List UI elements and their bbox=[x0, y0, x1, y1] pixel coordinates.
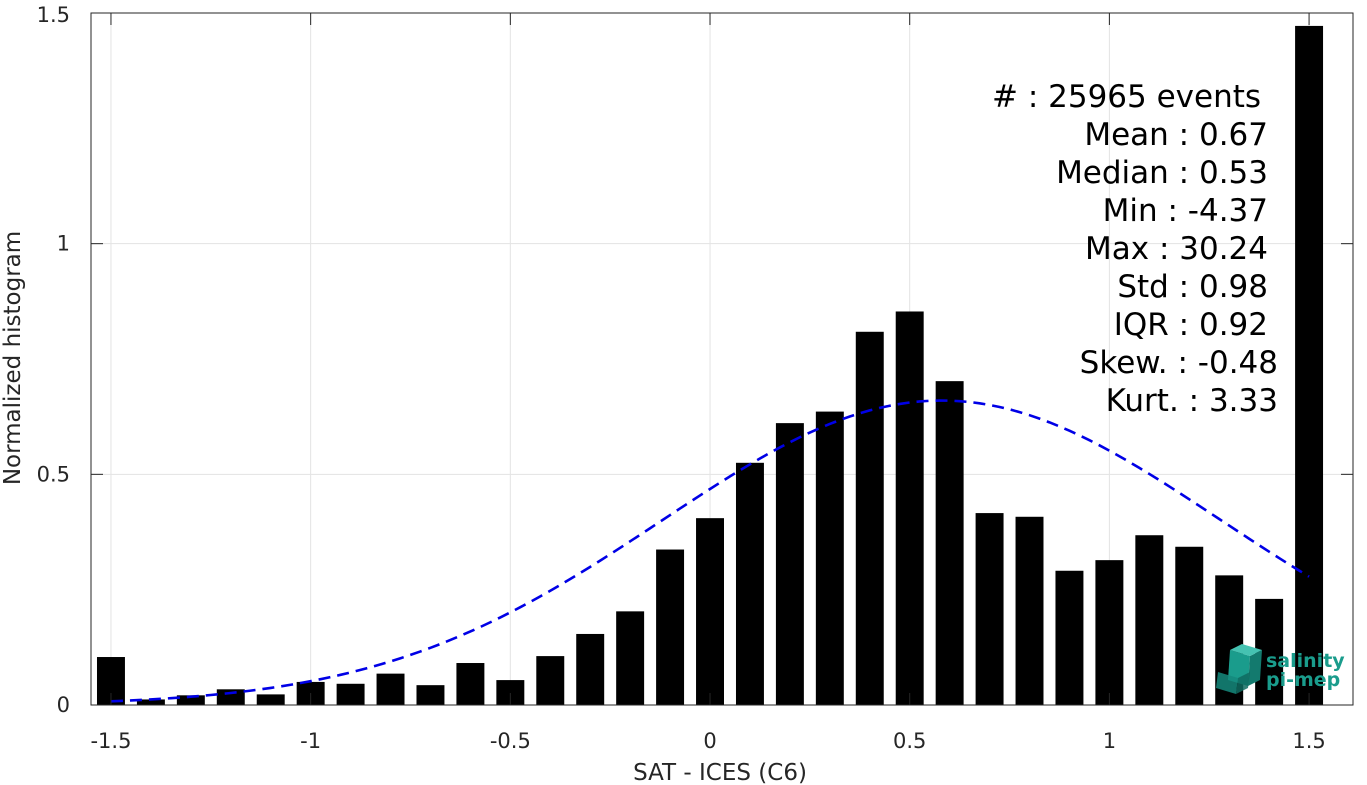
histogram-bar bbox=[815, 411, 844, 705]
x-axis-title: SAT - ICES (C6) bbox=[633, 760, 807, 785]
logo-text-salinity: salinity bbox=[1266, 650, 1345, 672]
histogram-bar bbox=[1175, 546, 1204, 705]
logo-text-pimep: pi-mep bbox=[1266, 669, 1340, 691]
histogram-bar bbox=[336, 683, 365, 705]
histogram-bar bbox=[1135, 535, 1164, 705]
stat-max: Max : 30.24 bbox=[1085, 231, 1268, 267]
tick-labels: -1.5 -1 -0.5 0 0.5 1 1.5 0 0.5 1 1.5 bbox=[37, 3, 1326, 753]
histogram-bar bbox=[536, 656, 565, 705]
normal-fit-curve bbox=[110, 399, 1310, 703]
plot-axes bbox=[90, 12, 1354, 706]
stat-iqr: IQR : 0.92 bbox=[1114, 307, 1268, 343]
histogram-bar bbox=[1015, 516, 1044, 705]
histogram-bar bbox=[696, 518, 724, 705]
stat-mean: Mean : 0.67 bbox=[1084, 117, 1268, 153]
histogram-bar bbox=[576, 633, 605, 705]
plot-frame bbox=[90, 12, 1354, 706]
stat-median: Median : 0.53 bbox=[1056, 155, 1268, 191]
x-tick-label: 0.5 bbox=[893, 729, 926, 753]
histogram-bar bbox=[416, 685, 445, 705]
histogram-bar bbox=[975, 513, 1004, 705]
x-tick-label: 0 bbox=[703, 729, 716, 753]
y-tick-label: 1.5 bbox=[37, 3, 70, 27]
histogram-bar bbox=[656, 549, 685, 705]
histogram-bar bbox=[256, 694, 285, 705]
histogram-bar bbox=[775, 423, 804, 705]
stat-min: Min : -4.37 bbox=[1103, 193, 1268, 229]
histogram-bar bbox=[935, 381, 964, 705]
stat-std: Std : 0.98 bbox=[1117, 269, 1268, 305]
histogram-bar bbox=[616, 611, 645, 705]
stat-skew: Skew. : -0.48 bbox=[1080, 345, 1278, 381]
histogram-bar bbox=[855, 331, 884, 705]
x-tick-label: -0.5 bbox=[490, 729, 531, 753]
x-tick-label: 1.5 bbox=[1292, 729, 1325, 753]
stat-kurt: Kurt. : 3.33 bbox=[1106, 383, 1278, 419]
histogram-bar bbox=[136, 699, 165, 705]
y-tick-label: 1 bbox=[57, 232, 70, 256]
y-tick-label: 0 bbox=[57, 693, 70, 717]
histogram-bar bbox=[376, 673, 405, 705]
stats-box: # : 25965 events Mean : 0.67 Median : 0.… bbox=[992, 79, 1278, 419]
histogram-bar bbox=[456, 663, 485, 705]
histogram-bar bbox=[176, 695, 205, 705]
salinity-pimep-logo: salinity pi-mep bbox=[1216, 644, 1345, 694]
histogram-bar bbox=[1055, 570, 1084, 705]
histogram-bar bbox=[895, 311, 924, 705]
y-tick-label: 0.5 bbox=[37, 462, 70, 486]
x-tick-label: 1 bbox=[1103, 729, 1116, 753]
y-axis-title: Normalized histogram bbox=[0, 231, 26, 485]
cube-logo-icon bbox=[1216, 644, 1262, 694]
histogram-bar bbox=[1095, 560, 1124, 705]
x-tick-label: -1 bbox=[300, 729, 321, 753]
histogram-bar bbox=[216, 689, 245, 705]
histogram-bar bbox=[735, 462, 764, 705]
histogram-bar bbox=[1295, 25, 1324, 705]
stat-count: # : 25965 events bbox=[992, 79, 1261, 115]
x-tick-label: -1.5 bbox=[90, 729, 131, 753]
histogram-bars bbox=[96, 25, 1324, 705]
